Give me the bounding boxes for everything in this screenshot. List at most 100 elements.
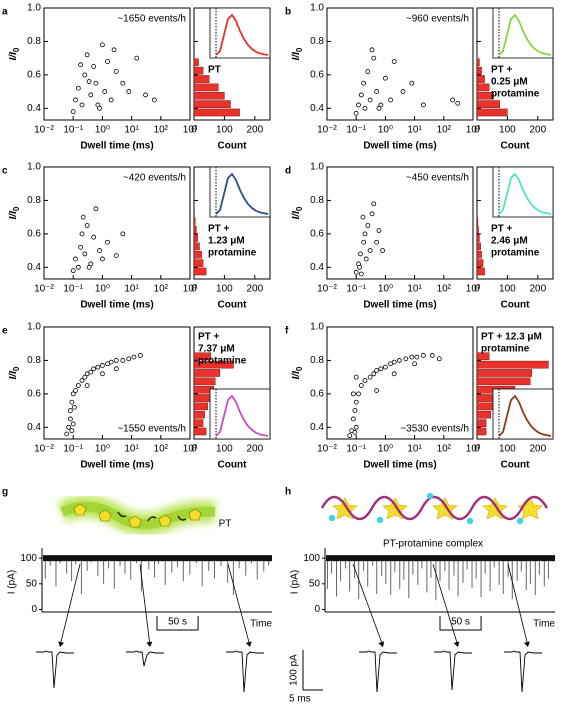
time-scale-bar [156, 616, 199, 631]
zoomed-event [504, 650, 542, 693]
data-point [361, 80, 367, 86]
zoom-arrowhead [58, 641, 65, 647]
scatter-panel: a0.40.60.81.010⁻² 10⁻¹ 10⁰ 10¹ 10² 10³I/I0Dwe… [2, 3, 271, 152]
data-point [93, 206, 99, 212]
data-point [131, 354, 137, 360]
data-point [137, 353, 143, 358]
hist-bar [193, 225, 197, 234]
data-point [113, 358, 119, 363]
baseline-band [326, 555, 555, 562]
inset-curve [498, 394, 552, 437]
data-point [357, 264, 362, 270]
hist-bar [476, 75, 485, 83]
legend-text: PT + 12.3 μM [481, 332, 542, 343]
y-axis-label-main: I/I [8, 52, 19, 61]
data-point [86, 264, 92, 270]
x-tick-label: 10² [154, 284, 169, 295]
panel-letter: a [2, 7, 8, 18]
data-point [105, 239, 110, 245]
data-point [367, 374, 373, 380]
data-point [120, 358, 126, 363]
zoom-arrowhead [453, 641, 460, 647]
data-point [362, 231, 368, 237]
y-tick-label: 0.4 [310, 103, 324, 114]
y-tick-label: 1.0 [310, 322, 324, 333]
hist-x-tick-label: 200 [529, 125, 546, 136]
data-point [126, 356, 132, 362]
x-tick-label: 10² [154, 125, 169, 136]
data-point [84, 223, 90, 228]
hist-bar [193, 377, 216, 386]
y-axis-label: I/I0 [291, 47, 304, 60]
y-tick-label: 0.6 [310, 229, 324, 240]
y-tick-label: 0.6 [310, 70, 324, 81]
y-axis-label-sub: 0 [12, 47, 21, 52]
hist-bar [193, 83, 219, 92]
data-point [358, 383, 364, 388]
zoom-arrow [227, 564, 251, 647]
data-point [365, 223, 371, 228]
panel-letter: d [285, 166, 291, 177]
data-point [88, 92, 94, 98]
hist-bar [476, 91, 494, 100]
data-point [143, 92, 148, 98]
y-tick-label: 0.4 [310, 262, 324, 273]
y-tick-label: 100 [303, 553, 320, 564]
hist-bar [476, 377, 531, 386]
panel-letter: b [285, 7, 291, 18]
data-point [84, 383, 90, 388]
x-tick-label: 10⁰ [378, 444, 393, 455]
x-tick-label: 10³ [183, 444, 198, 455]
hist-bar [193, 394, 211, 402]
scatter-panel: b0.40.60.81.010⁻² 10⁻¹ 10⁰ 10¹ 10² 10³I/I0Dwe… [285, 3, 554, 152]
hist-bar [193, 234, 198, 242]
annotation: ~960 events/h [406, 14, 469, 25]
y-tick-label: 0.6 [27, 389, 41, 400]
x-tick-label: 10⁰ [95, 444, 110, 455]
hist-x-tick-label: 200 [529, 284, 546, 295]
hist-bar [193, 217, 196, 226]
inset-curve [215, 13, 269, 56]
x-tick-label: 10³ [466, 444, 481, 455]
hist-bar [476, 427, 487, 436]
hist-x-tick-label: 0 [191, 125, 197, 136]
time-scale-label: 50 s [451, 617, 470, 628]
data-point [67, 408, 73, 413]
x-axis-label: Time [533, 619, 555, 630]
data-point [113, 253, 119, 258]
data-point [97, 248, 102, 253]
annotation: ~420 events/h [123, 173, 186, 184]
x-axis-label: Dwell time (ms) [80, 300, 153, 311]
y-axis-label-sub: 0 [295, 47, 304, 52]
hist-bar [476, 402, 496, 411]
data-point [78, 62, 84, 68]
data-point [414, 354, 420, 360]
data-point [151, 97, 157, 103]
y-tick-label: 0.4 [27, 262, 41, 273]
y-axis-label: I (pA) [290, 570, 301, 594]
data-point [100, 371, 105, 377]
baseline-band [43, 555, 272, 562]
panel-letter: h [285, 487, 291, 498]
x-tick-label: 10³ [466, 125, 481, 136]
hist-bar [193, 427, 207, 436]
hist-bar [476, 360, 549, 369]
panel-title: PT-protamine complex [383, 539, 483, 550]
panel-letter: f [285, 326, 289, 337]
x-axis-label: Time [250, 619, 272, 630]
x-tick-label: 10⁻¹ [346, 125, 366, 136]
y-tick-label: 0.8 [27, 355, 41, 366]
y-tick-label: 1.0 [27, 162, 41, 173]
scatter-panel: c0.40.60.81.010⁻² 10⁻¹ 10⁰ 10¹ 10² 10³I/I0Dwe… [2, 162, 271, 311]
x-tick-label: 10³ [183, 284, 198, 295]
data-point [100, 256, 105, 262]
data-point [126, 89, 132, 94]
y-axis-label-main: I/I [8, 371, 19, 380]
data-point [64, 431, 70, 437]
legend-text: 0.25 μM [491, 77, 528, 88]
hist-bar [476, 250, 482, 259]
hist-bar [193, 91, 225, 100]
data-point [412, 361, 418, 367]
hist-x-axis-label: Count [218, 460, 248, 471]
hist-bar [193, 58, 199, 67]
